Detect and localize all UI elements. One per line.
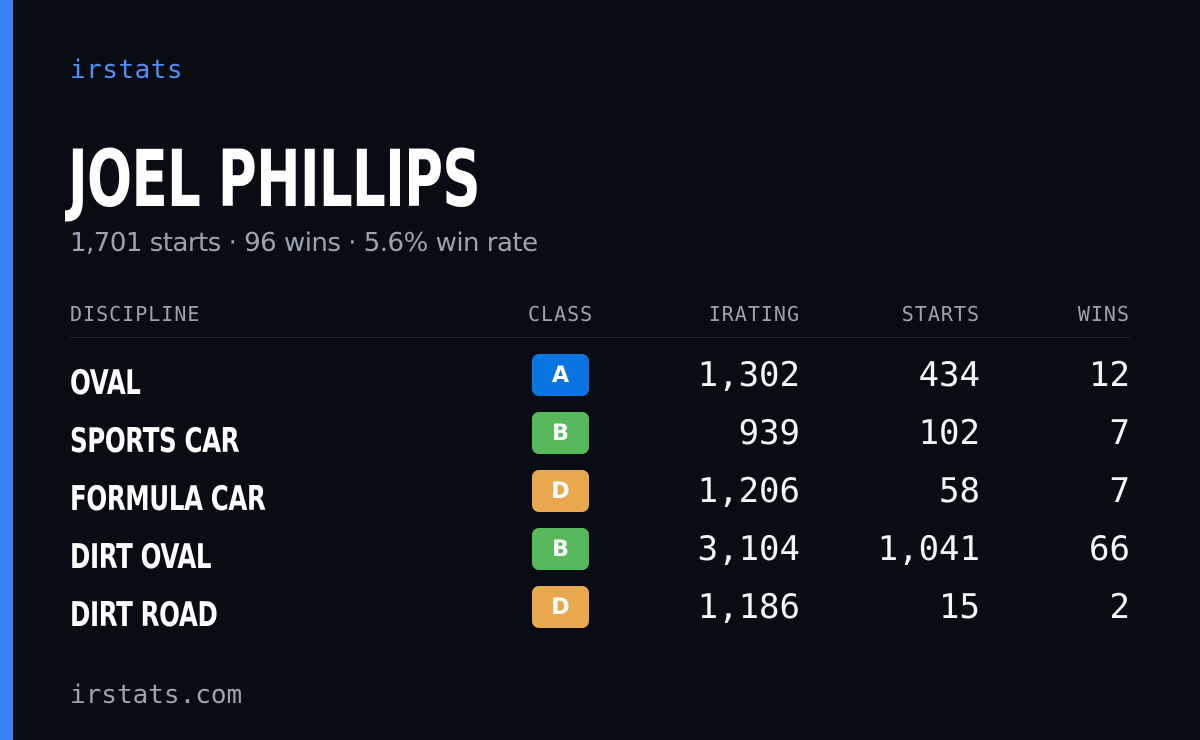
starts-value: 58 xyxy=(939,471,980,511)
class-badge: B xyxy=(532,528,589,570)
irating-value: 1,302 xyxy=(697,355,800,395)
table-row: FORMULA CAR D 1,206 58 7 xyxy=(70,469,1130,527)
class-badge: D xyxy=(532,470,589,512)
header-class: CLASS xyxy=(528,302,594,326)
table-row: OVAL A 1,302 434 12 xyxy=(70,353,1130,411)
irating-value: 939 xyxy=(738,413,800,453)
brand-logo: irstats xyxy=(70,55,184,85)
footer-url: irstats.com xyxy=(70,680,243,710)
wins-value: 7 xyxy=(1109,471,1130,511)
table-body: OVAL A 1,302 434 12 SPORTS CAR B 939 102… xyxy=(70,353,1130,643)
irating-value: 1,186 xyxy=(697,587,800,627)
header-irating: IRATING xyxy=(708,302,800,326)
table-row: SPORTS CAR B 939 102 7 xyxy=(70,411,1130,469)
header-starts: STARTS xyxy=(901,302,980,326)
header-wins: WINS xyxy=(1077,302,1130,326)
driver-name: JOEL PHILLIPS xyxy=(68,135,481,225)
starts-value: 1,041 xyxy=(877,529,980,569)
driver-summary: 1,701 starts · 96 wins · 5.6% win rate xyxy=(70,228,538,258)
table-row: DIRT OVAL B 3,104 1,041 66 xyxy=(70,527,1130,585)
accent-bar xyxy=(0,0,13,740)
irating-value: 3,104 xyxy=(697,529,800,569)
starts-value: 15 xyxy=(939,587,980,627)
starts-value: 434 xyxy=(918,355,980,395)
irating-value: 1,206 xyxy=(697,471,800,511)
discipline-name: SPORTS CAR xyxy=(70,421,240,461)
table-row: DIRT ROAD D 1,186 15 2 xyxy=(70,585,1130,643)
discipline-name: OVAL xyxy=(70,363,141,403)
stats-table: DISCIPLINE CLASS IRATING STARTS WINS OVA… xyxy=(70,300,1130,643)
wins-value: 2 xyxy=(1109,587,1130,627)
header-discipline: DISCIPLINE xyxy=(70,302,201,326)
table-header: DISCIPLINE CLASS IRATING STARTS WINS xyxy=(70,300,1130,338)
wins-value: 7 xyxy=(1109,413,1130,453)
wins-value: 66 xyxy=(1089,529,1130,569)
wins-value: 12 xyxy=(1089,355,1130,395)
class-badge: A xyxy=(532,354,589,396)
discipline-name: DIRT ROAD xyxy=(70,595,218,635)
discipline-name: DIRT OVAL xyxy=(70,537,212,577)
discipline-name: FORMULA CAR xyxy=(70,479,266,519)
class-badge: D xyxy=(532,586,589,628)
class-badge: B xyxy=(532,412,589,454)
starts-value: 102 xyxy=(918,413,980,453)
